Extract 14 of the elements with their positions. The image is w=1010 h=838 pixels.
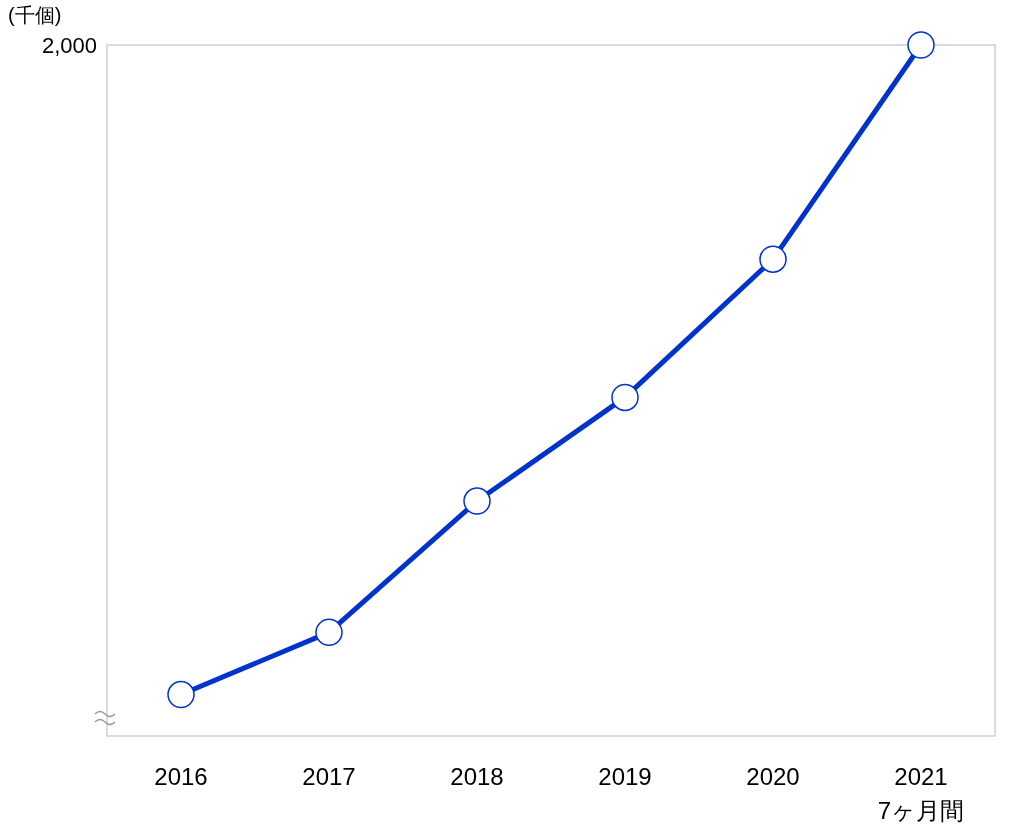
- x-tick-label: 2021 7ヶ月間: [877, 763, 965, 824]
- x-tick-label: 2019: [598, 763, 652, 790]
- point: [611, 383, 639, 412]
- x-tick-label: 2016: [154, 763, 208, 790]
- point: [167, 680, 195, 709]
- point: [759, 245, 787, 273]
- point: [907, 31, 935, 59]
- point: [315, 618, 343, 647]
- y-axis-title: (千個): [8, 4, 62, 26]
- x-tick-label: 2020: [746, 763, 800, 790]
- x-tick-label: 2018: [450, 763, 504, 790]
- x-tick-label: 2017: [302, 763, 356, 790]
- text: 2,000: [41, 33, 97, 58]
- point: [463, 487, 491, 515]
